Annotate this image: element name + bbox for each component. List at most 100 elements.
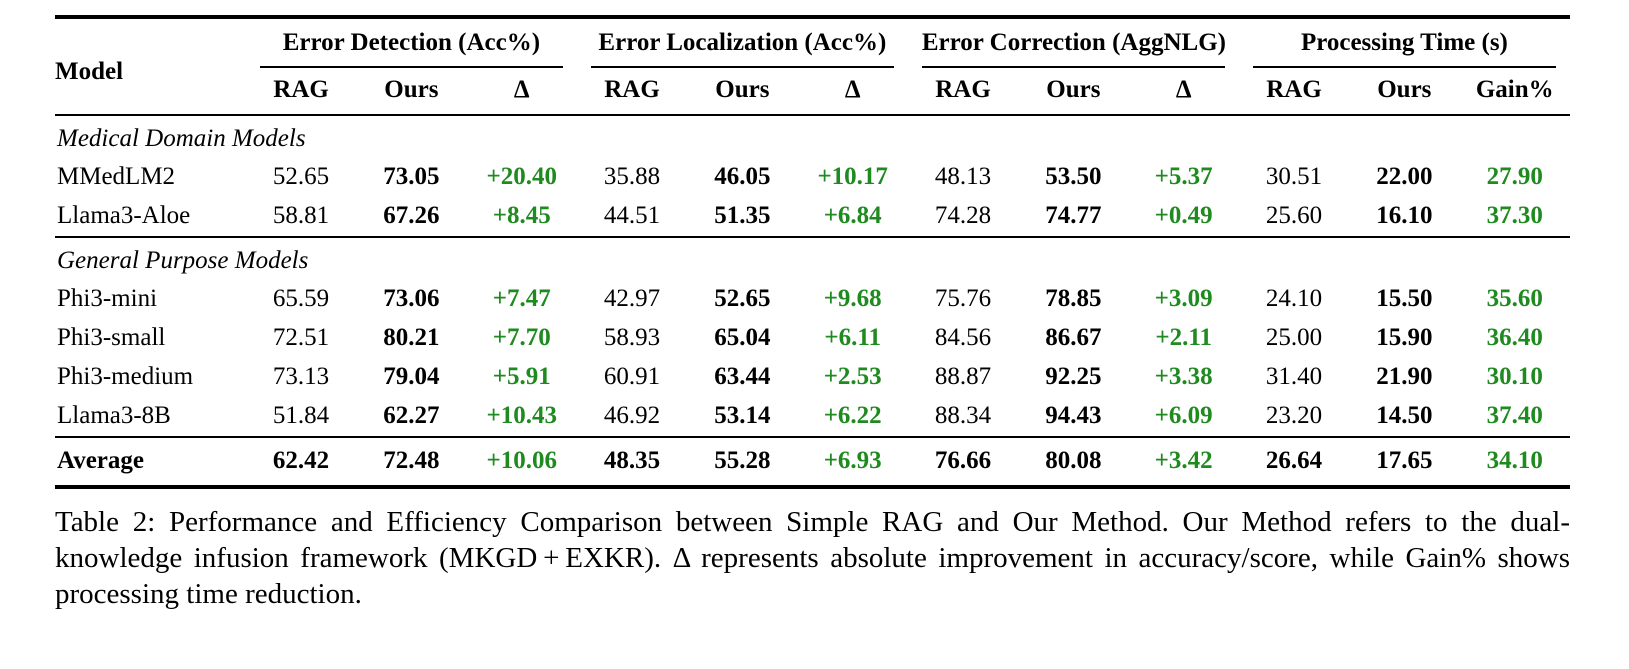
column-header-ours: Ours	[1018, 68, 1129, 116]
value-cell-ours: 94.43	[1045, 402, 1102, 429]
value-cell-rag: 65.59	[272, 285, 330, 312]
average-row: Average 62.42 72.48 +10.06 48.35 55.28 +6.93 76…	[55, 436, 1570, 487]
value-cell-rag: 30.51	[1265, 163, 1323, 190]
value-cell-ours: 46.05	[714, 163, 771, 190]
group-header-error-correction: Error Correction (AggNLG)	[908, 17, 1239, 68]
column-header-delta: Δ	[466, 68, 577, 116]
value-cell-ours: 15.50	[1376, 285, 1433, 312]
value-cell-ours: 92.25	[1045, 363, 1102, 390]
value-cell-ours: 80.08	[1018, 436, 1129, 487]
average-label: Average	[55, 436, 246, 487]
group-header-error-detection: Error Detection (Acc%)	[246, 17, 577, 68]
section-title: Medical Domain Models	[57, 125, 306, 152]
value-cell-ours: 17.65	[1349, 436, 1460, 487]
value-cell-delta: +3.42	[1128, 436, 1239, 487]
model-name: Llama3-8B	[57, 402, 171, 429]
value-cell-rag: 75.76	[934, 285, 992, 312]
table-caption: Table 2: Performance and Efficiency Comp…	[55, 506, 1570, 610]
value-cell-rag: 31.40	[1265, 363, 1323, 390]
value-cell-delta: +10.43	[486, 402, 557, 429]
value-cell-rag: 42.97	[603, 285, 661, 312]
column-header-model: Model	[55, 17, 246, 116]
value-cell-delta: +5.91	[492, 363, 551, 390]
value-cell-rag: 48.35	[576, 436, 688, 487]
value-cell-rag: 25.60	[1265, 202, 1323, 229]
value-cell-ours: 55.28	[687, 436, 798, 487]
value-cell-rag: 25.00	[1265, 324, 1323, 351]
value-cell-rag: 76.66	[907, 436, 1019, 487]
results-table: Model Error Detection (Acc%) Error Local…	[55, 15, 1570, 489]
value-cell-ours: 16.10	[1376, 202, 1433, 229]
value-cell-ours: 22.00	[1376, 163, 1433, 190]
column-header-delta: Δ	[797, 68, 908, 116]
table-row: Phi3-small 72.51 80.21 +7.70 58.93 65.04 +6.11…	[55, 319, 1570, 358]
value-cell-delta: +3.38	[1154, 363, 1213, 390]
group-header-label: Error Correction (AggNLG)	[921, 29, 1226, 68]
value-cell-ours: 67.26	[383, 202, 440, 229]
subheader-row: RAG Ours Δ RAG Ours Δ RAG Ours Δ RAG Our…	[55, 68, 1570, 116]
value-cell-delta: +6.84	[823, 202, 882, 229]
value-cell-rag: 72.51	[272, 324, 330, 351]
value-cell-ours: 74.77	[1045, 202, 1102, 229]
value-cell-ours: 21.90	[1376, 363, 1433, 390]
table-header: Model Error Detection (Acc%) Error Local…	[55, 17, 1570, 116]
value-cell-rag: 44.51	[603, 202, 661, 229]
value-cell-delta: +6.22	[823, 402, 882, 429]
model-name: MMedLM2	[57, 163, 176, 190]
column-header-gain: Gain%	[1459, 68, 1570, 116]
value-cell-rag: 24.10	[1265, 285, 1323, 312]
table-row: MMedLM2 52.65 73.05 +20.40 35.88 46.05 +10.17 4…	[55, 158, 1570, 197]
value-cell-ours: 79.04	[383, 363, 440, 390]
value-cell-delta: +6.09	[1154, 402, 1213, 429]
value-cell-ours: 63.44	[714, 363, 771, 390]
value-cell-delta: +3.09	[1154, 285, 1213, 312]
value-cell-ours: 15.90	[1376, 324, 1433, 351]
group-header-processing-time: Processing Time (s)	[1239, 17, 1570, 68]
value-cell-delta: 35.60	[1486, 285, 1543, 312]
section-header-row: Medical Domain Models	[55, 115, 1570, 158]
value-cell-rag: 84.56	[934, 324, 992, 351]
value-cell-ours: 51.35	[714, 202, 771, 229]
value-cell-rag: 48.13	[934, 163, 992, 190]
table-body: Medical Domain Models MMedLM2 52.65 73.05 +2…	[55, 115, 1570, 487]
value-cell-rag: 88.87	[934, 363, 992, 390]
column-header-rag: RAG	[245, 68, 357, 116]
model-name: Llama3-Aloe	[57, 202, 191, 229]
value-cell-delta: +10.17	[817, 163, 888, 190]
model-name: Phi3-small	[57, 324, 166, 351]
table-row: Llama3-Aloe 58.81 67.26 +8.45 44.51 51.35 +6.8…	[55, 197, 1570, 237]
value-cell-rag: 51.84	[272, 402, 330, 429]
value-cell-delta: 34.10	[1459, 436, 1570, 487]
value-cell-delta: 37.40	[1486, 402, 1543, 429]
value-cell-ours: 86.67	[1045, 324, 1102, 351]
value-cell-delta: 27.90	[1486, 163, 1543, 190]
column-header-rag: RAG	[576, 68, 688, 116]
value-cell-rag: 23.20	[1265, 402, 1323, 429]
value-cell-rag: 73.13	[272, 363, 330, 390]
value-cell-ours: 14.50	[1376, 402, 1433, 429]
column-header-rag: RAG	[907, 68, 1019, 116]
value-cell-delta: +6.93	[797, 436, 908, 487]
group-header-error-localization: Error Localization (Acc%)	[577, 17, 908, 68]
value-cell-ours: 52.65	[714, 285, 771, 312]
value-cell-ours: 73.05	[383, 163, 440, 190]
value-cell-delta: +0.49	[1154, 202, 1213, 229]
value-cell-ours: 80.21	[383, 324, 440, 351]
group-header-label: Processing Time (s)	[1252, 29, 1556, 68]
value-cell-rag: 52.65	[272, 163, 330, 190]
group-header-row: Model Error Detection (Acc%) Error Local…	[55, 17, 1570, 116]
value-cell-delta: +6.11	[824, 324, 881, 351]
table-row: Llama3-8B 51.84 62.27 +10.43 46.92 53.14 +6.22…	[55, 397, 1570, 437]
value-cell-rag: 62.42	[245, 436, 357, 487]
column-header-delta: Δ	[1128, 68, 1239, 116]
value-cell-delta: 30.10	[1486, 363, 1543, 390]
value-cell-delta: +9.68	[823, 285, 882, 312]
value-cell-delta: +20.40	[486, 163, 557, 190]
value-cell-rag: 60.91	[603, 363, 661, 390]
table-row: Phi3-mini 65.59 73.06 +7.47 42.97 52.65 +9.68 7…	[55, 280, 1570, 319]
table-row: Phi3-medium 73.13 79.04 +5.91 60.91 63.44 +2.5…	[55, 358, 1570, 397]
value-cell-ours: 73.06	[383, 285, 440, 312]
value-cell-delta: +7.70	[492, 324, 551, 351]
value-cell-rag: 88.34	[934, 402, 992, 429]
